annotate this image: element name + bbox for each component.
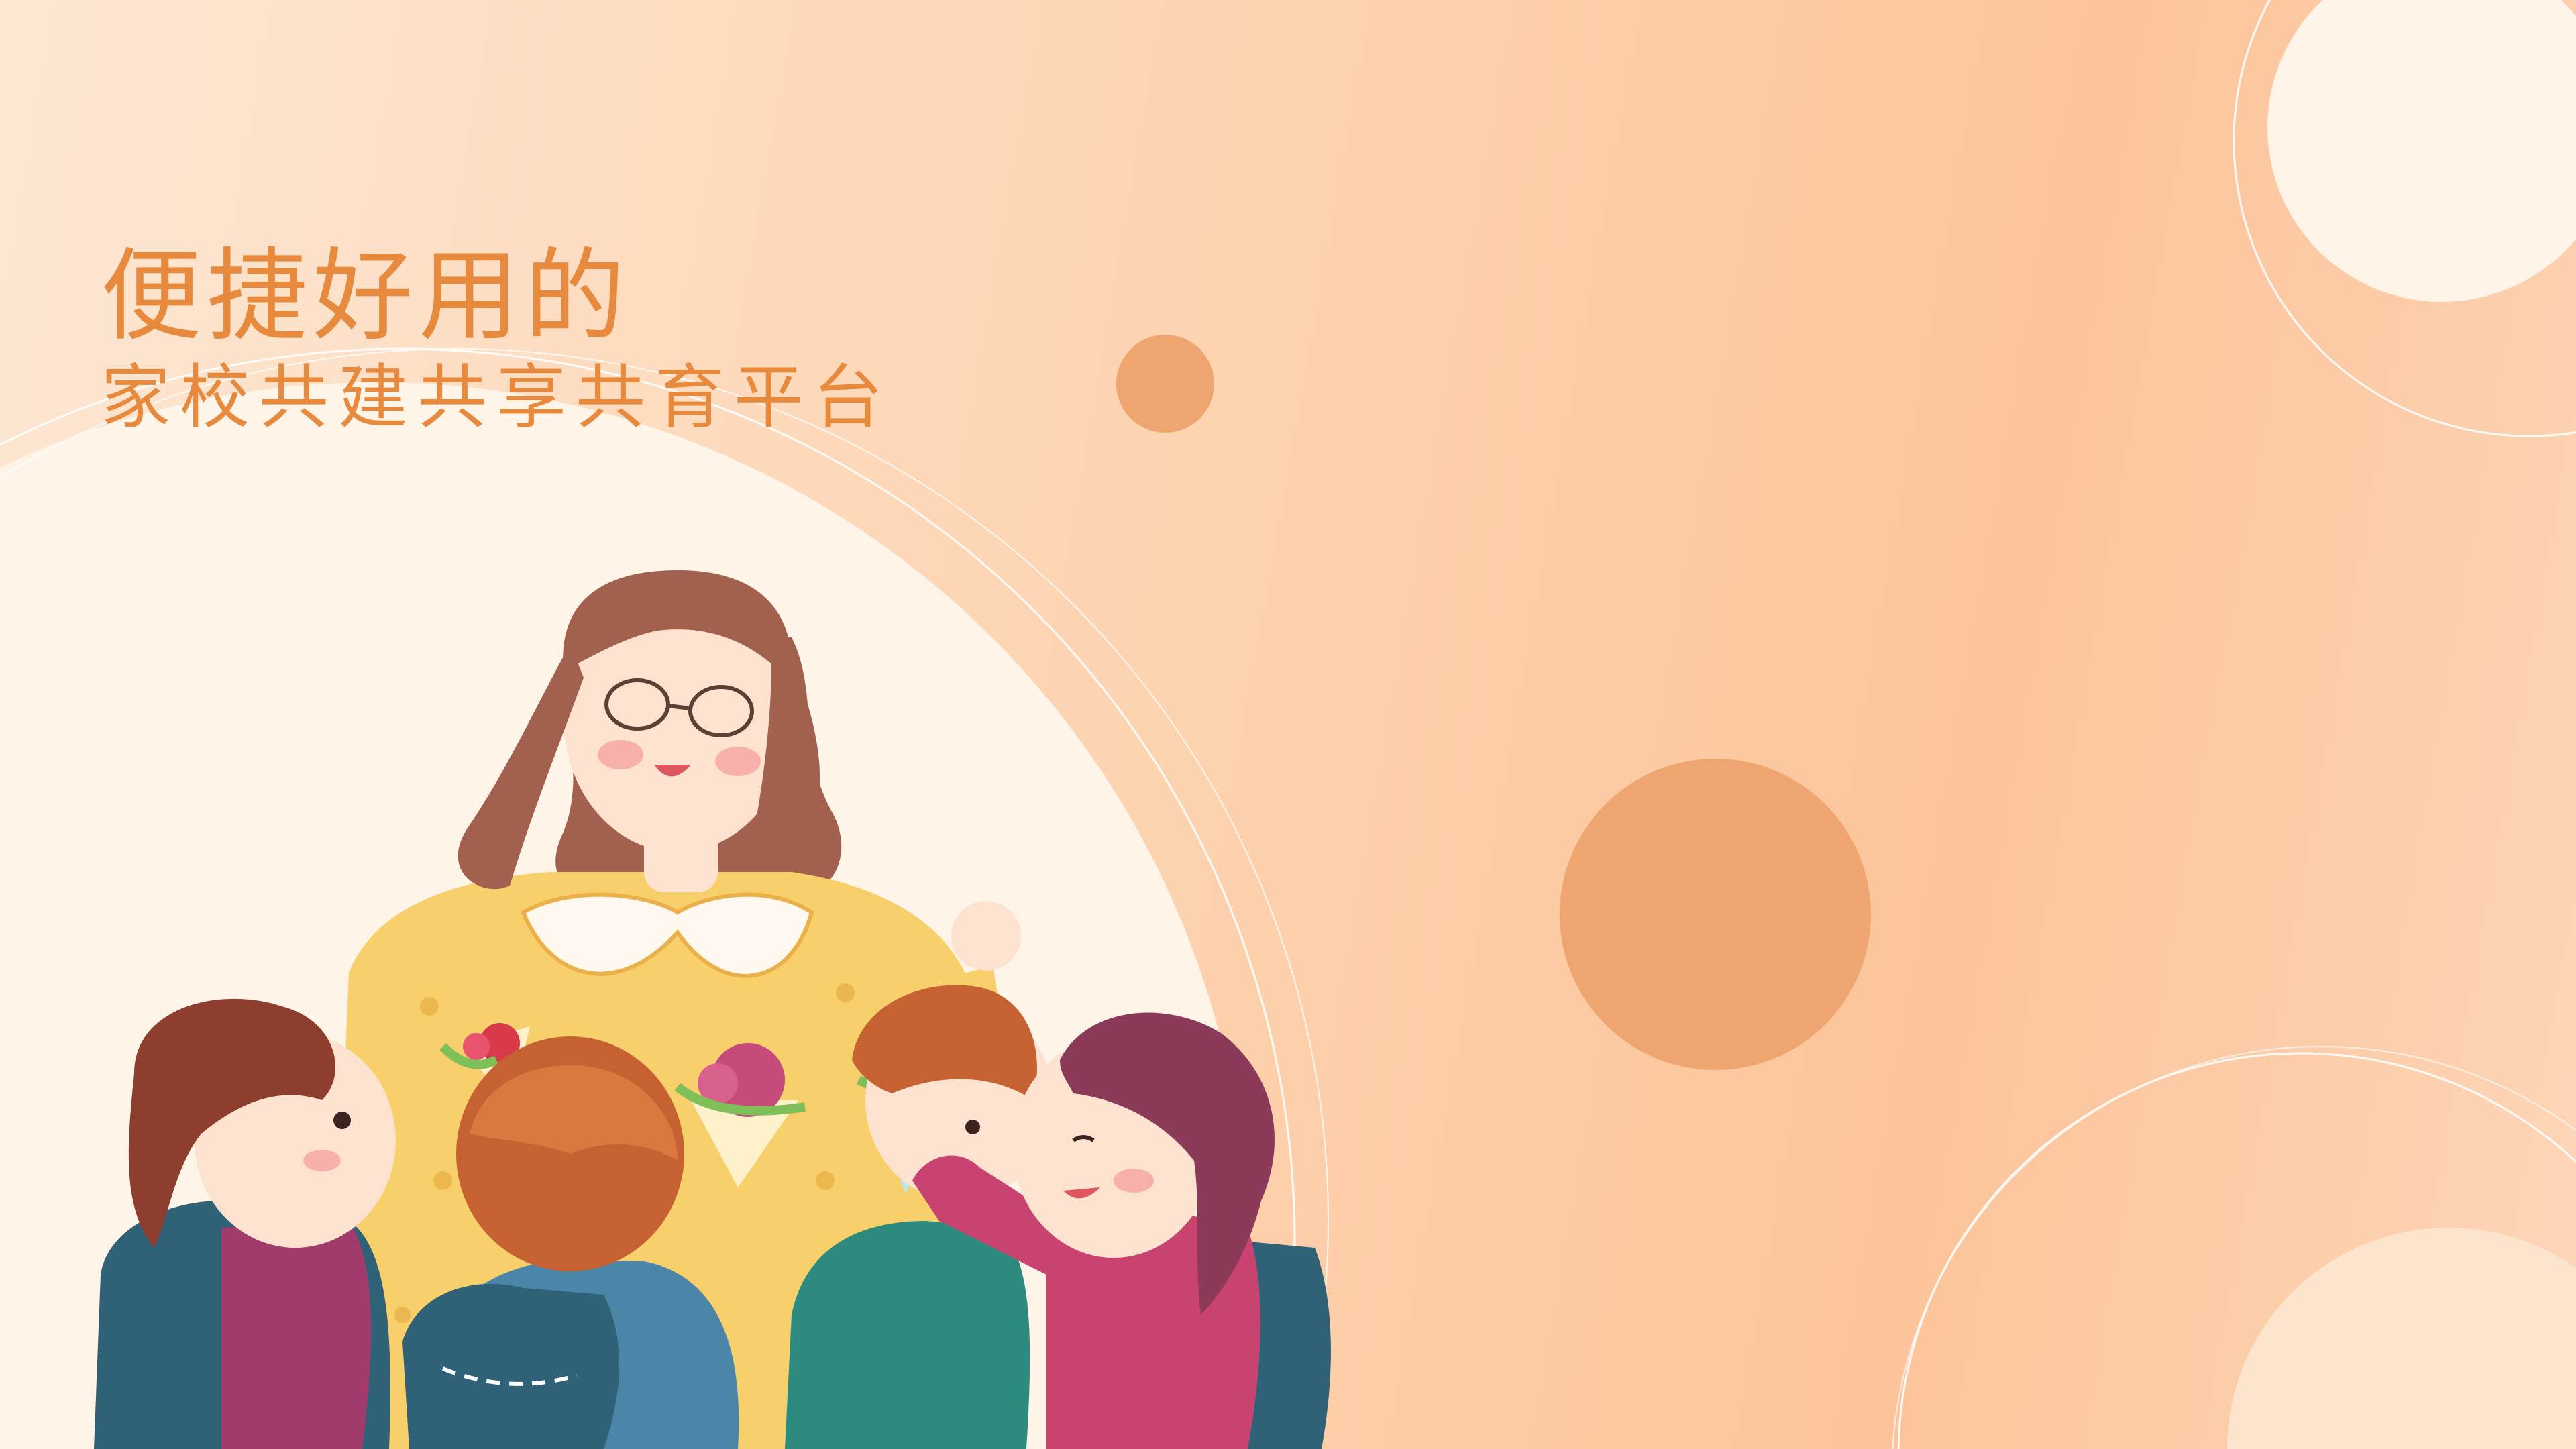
child-right-boy [785,901,1053,1449]
ring-top-right [2233,0,2576,437]
headline: 便捷好用的 [101,238,631,355]
top-right-circle [2267,0,2576,302]
ring-bottom-right-2 [1892,1046,2576,1449]
bouquet-center [674,1043,806,1187]
ring-left-1 [0,347,1296,1449]
child-left [94,998,396,1449]
ring-left-2 [0,348,1329,1449]
subline: 家校共建共享共育平台 [101,356,893,438]
child-center [402,1036,739,1449]
small-orange-dot [1116,335,1214,433]
child-right-girl [912,1012,1331,1449]
ring-bottom-right-1 [1897,1052,2576,1449]
bottom-right-circle [2227,1228,2576,1449]
large-orange-dot [1560,759,1871,1070]
